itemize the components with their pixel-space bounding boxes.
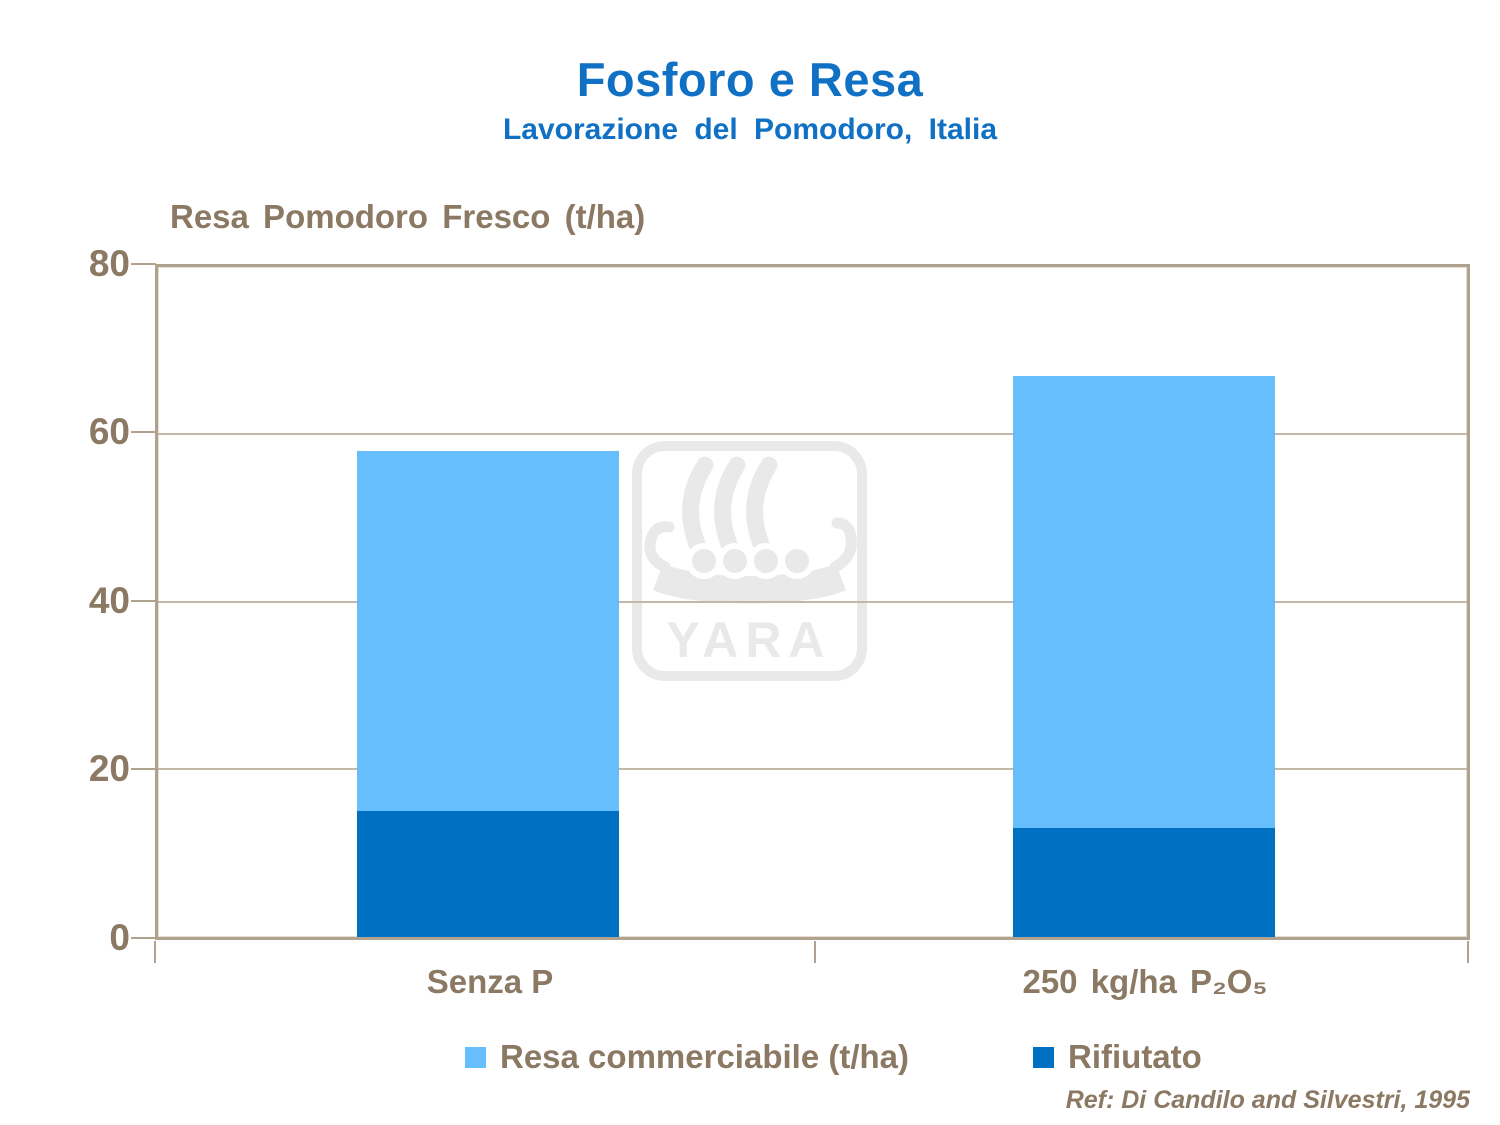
- reference-note: Ref: Di Candilo and Silvestri, 1995: [1065, 1086, 1470, 1114]
- y-tick-label: 40: [88, 580, 130, 621]
- yara-watermark-logo: YARA: [632, 441, 867, 681]
- bar-segment-rifiutato: [357, 811, 619, 937]
- watermark-viking-ship: [644, 456, 857, 604]
- x-tick-mark: [154, 941, 156, 963]
- bar-segment-rifiutato: [1013, 828, 1275, 937]
- watermark-text: YARA: [666, 612, 831, 668]
- bar-group-senza-p: [357, 451, 619, 937]
- y-tick-mark: [131, 263, 156, 265]
- legend-label-rifiutato: Rifiutato: [1068, 1038, 1202, 1075]
- y-tick-label: 0: [109, 917, 130, 958]
- legend-item-rifiutato: Rifiutato: [1033, 1038, 1202, 1076]
- y-axis-title: Resa Pomodoro Fresco (t/ha): [170, 198, 646, 235]
- bar-segment-commerciabile: [1013, 375, 1275, 829]
- y-tick-mark: [131, 600, 156, 602]
- watermark-frame: [632, 441, 867, 681]
- category-label-senza-p: Senza P: [426, 963, 554, 1000]
- gridline-20: [158, 768, 1467, 770]
- chart-title: Fosforo e Resa: [576, 53, 924, 106]
- y-tick-mark: [131, 431, 156, 433]
- bar-group-250kg: [1013, 375, 1275, 937]
- x-tick-mark: [814, 941, 816, 963]
- x-tick-mark: [1467, 941, 1469, 963]
- gridline-60: [158, 433, 1467, 435]
- y-tick-label: 80: [88, 243, 130, 284]
- gridline-40: [158, 601, 1467, 603]
- chart-subtitle: Lavorazione del Pomodoro, Italia: [502, 113, 998, 146]
- legend-item-commerciabile: Resa commerciabile (t/ha): [465, 1038, 909, 1076]
- y-tick-mark: [131, 937, 156, 939]
- y-tick-mark: [131, 768, 156, 770]
- category-label-250kg: 250 kg/ha P₂O₅: [1022, 963, 1268, 1000]
- bar-segment-commerciabile: [357, 451, 619, 812]
- legend-swatch-commerciabile: [465, 1046, 486, 1068]
- plot-area: YARA: [155, 264, 1470, 940]
- legend-label-commerciabile: Resa commerciabile (t/ha): [500, 1038, 909, 1075]
- y-tick-label: 60: [88, 411, 130, 452]
- y-tick-label: 20: [88, 748, 130, 789]
- legend-swatch-rifiutato: [1033, 1046, 1054, 1068]
